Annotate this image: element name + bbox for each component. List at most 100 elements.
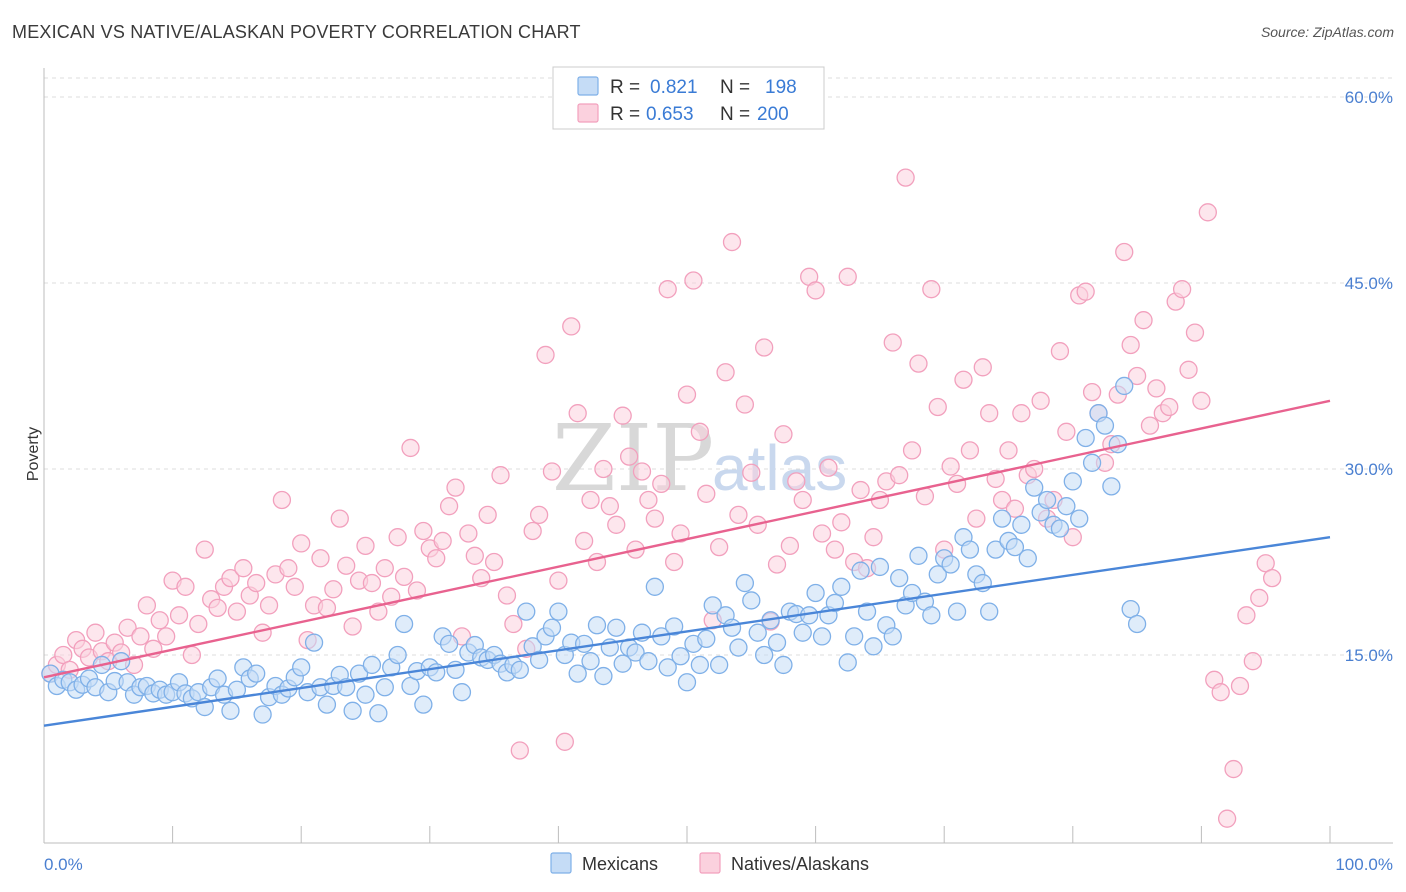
point-natives-92 <box>632 462 652 481</box>
point-mexicans-102 <box>697 629 716 649</box>
point-natives-28 <box>221 568 240 588</box>
point-natives-134 <box>902 441 922 460</box>
point-natives-46 <box>337 556 356 575</box>
data-points <box>41 168 1282 828</box>
point-mexicans-82 <box>568 664 587 683</box>
point-natives-15 <box>137 596 157 615</box>
point-natives-89 <box>613 406 632 425</box>
point-natives-135 <box>909 354 928 373</box>
trend-line-natives <box>43 399 1331 679</box>
point-natives-52 <box>375 559 394 578</box>
point-mexicans-76 <box>529 650 549 670</box>
bottom-legend-label-natives: Natives/Alaskans <box>731 854 869 874</box>
point-mexicans-162 <box>1082 453 1102 472</box>
point-natives-109 <box>742 463 761 482</box>
point-natives-108 <box>735 395 755 414</box>
point-mexicans-86 <box>594 666 613 686</box>
point-natives-182 <box>1211 683 1230 702</box>
legend-r-value-1: 0.821 <box>650 77 698 98</box>
point-natives-113 <box>767 555 787 574</box>
point-mexicans-153 <box>1025 478 1044 497</box>
point-mexicans-127 <box>857 602 877 621</box>
point-natives-172 <box>1147 379 1166 398</box>
point-mexicans-89 <box>613 654 632 673</box>
point-natives-42 <box>311 549 330 568</box>
point-mexicans-159 <box>1063 472 1082 491</box>
point-natives-174 <box>1160 397 1179 417</box>
point-natives-183 <box>1217 809 1237 828</box>
point-natives-97 <box>664 552 684 572</box>
point-natives-186 <box>1237 606 1256 625</box>
point-mexicans-152 <box>1018 549 1037 568</box>
point-natives-124 <box>838 267 857 286</box>
point-mexicans-120 <box>812 627 832 646</box>
legend-swatch-natives <box>577 103 599 123</box>
point-mexicans-47 <box>343 701 362 720</box>
y-tick-label-3: 60.0% <box>1345 88 1393 107</box>
point-mexicans-128 <box>864 637 883 656</box>
point-natives-17 <box>150 611 169 630</box>
point-natives-102 <box>697 484 716 503</box>
point-mexicans-146 <box>980 602 999 621</box>
point-natives-32 <box>247 573 266 593</box>
legend-r-label-1: R = <box>610 77 640 98</box>
point-natives-14 <box>131 627 150 646</box>
point-natives-34 <box>259 596 279 615</box>
point-mexicans-169 <box>1127 614 1147 634</box>
point-natives-83 <box>574 531 594 551</box>
point-natives-60 <box>427 549 446 568</box>
point-natives-77 <box>536 345 555 365</box>
point-mexicans-85 <box>587 616 607 635</box>
point-natives-100 <box>684 271 703 290</box>
point-mexicans-107 <box>729 638 748 657</box>
point-mexicans-99 <box>677 673 697 692</box>
point-natives-73 <box>510 741 529 760</box>
point-natives-170 <box>1134 311 1153 330</box>
point-mexicans-96 <box>658 658 677 677</box>
point-mexicans-79 <box>549 602 568 621</box>
point-mexicans-132 <box>890 568 909 588</box>
point-natives-72 <box>504 614 523 634</box>
legend-n-value-2: 200 <box>757 104 789 125</box>
point-natives-121 <box>819 458 838 477</box>
point-natives-115 <box>780 536 800 556</box>
point-mexicans-147 <box>986 540 1005 559</box>
point-natives-96 <box>658 280 677 299</box>
point-mexicans-64 <box>452 683 472 702</box>
point-mexicans-41 <box>304 633 324 652</box>
point-natives-146 <box>980 404 999 423</box>
legend-box: R = 0.821 N = 198 R = 0.653 N = 200 <box>552 66 825 130</box>
point-natives-190 <box>1262 568 1282 588</box>
point-mexicans-117 <box>793 623 812 642</box>
point-natives-71 <box>497 586 517 605</box>
point-mexicans-109 <box>742 591 761 610</box>
point-mexicans-164 <box>1095 416 1115 435</box>
point-mexicans-110 <box>748 623 767 642</box>
point-natives-90 <box>619 447 639 466</box>
point-mexicans-114 <box>774 655 793 675</box>
point-mexicans-33 <box>253 705 272 724</box>
point-natives-122 <box>825 540 845 559</box>
point-natives-78 <box>542 462 562 481</box>
point-mexicans-43 <box>317 695 337 714</box>
bottom-legend: Mexicans Natives/Alaskans <box>550 852 869 874</box>
point-natives-95 <box>652 474 671 494</box>
point-mexicans-148 <box>992 509 1012 528</box>
point-natives-39 <box>292 534 311 553</box>
point-mexicans-150 <box>1005 537 1025 557</box>
chart-source: Source: ZipAtlas.com <box>1260 24 1394 40</box>
legend-swatch-mexicans <box>577 76 599 96</box>
point-mexicans-140 <box>941 555 960 574</box>
point-natives-18 <box>157 627 176 646</box>
point-mexicans-84 <box>581 652 600 671</box>
point-natives-37 <box>279 559 298 578</box>
point-mexicans-126 <box>851 561 870 580</box>
point-natives-58 <box>414 521 433 541</box>
point-natives-133 <box>896 168 915 187</box>
point-natives-128 <box>864 528 883 547</box>
point-natives-75 <box>523 521 542 541</box>
point-mexicans-160 <box>1070 509 1089 528</box>
point-mexicans-141 <box>947 602 967 621</box>
legend-n-label-1: N = <box>720 77 750 98</box>
point-natives-149 <box>999 441 1018 460</box>
